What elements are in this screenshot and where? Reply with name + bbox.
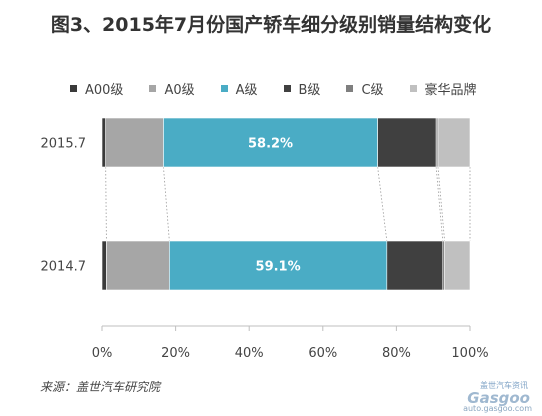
bar-segment bbox=[437, 117, 471, 168]
bar-segment bbox=[163, 117, 378, 168]
legend-item: B级 bbox=[283, 79, 321, 98]
data-label: 59.1% bbox=[256, 260, 301, 275]
source-note: 来源：盖世汽车研究院 bbox=[40, 380, 161, 394]
x-tick-label: 60% bbox=[308, 346, 337, 361]
series-connector-line bbox=[163, 166, 170, 242]
bar-segment bbox=[106, 240, 170, 291]
legend-label: 豪华品牌 bbox=[424, 82, 477, 98]
x-tick-label: 80% bbox=[382, 346, 411, 361]
watermark-url: auto.gasgoo.com bbox=[463, 404, 532, 413]
legend-swatch bbox=[283, 84, 291, 92]
bar-segment bbox=[169, 240, 388, 291]
legend-swatch bbox=[70, 84, 77, 92]
legend-item: A0级 bbox=[149, 79, 195, 98]
x-tick-label: 20% bbox=[161, 346, 190, 361]
legend-label: A0级 bbox=[164, 82, 195, 98]
legend-swatch bbox=[346, 84, 354, 92]
legend-swatch bbox=[220, 84, 228, 92]
legend-swatch bbox=[149, 84, 157, 92]
bar-segment bbox=[101, 240, 107, 291]
x-tick-label: 100% bbox=[451, 346, 488, 361]
legend-swatch bbox=[409, 84, 417, 92]
legend-item: A级 bbox=[220, 79, 258, 98]
chart-legend: A00级 A0级 A级 B级 C级 豪华品牌 bbox=[70, 79, 503, 98]
data-label: 58.2% bbox=[248, 137, 293, 152]
bar-segment bbox=[105, 117, 164, 168]
bar-segment bbox=[377, 117, 437, 168]
category-label: 2015.7 bbox=[41, 137, 87, 152]
x-tick-label: 40% bbox=[235, 346, 264, 361]
series-connector-line bbox=[105, 166, 107, 242]
gasgoo-watermark: 盖世汽车资讯 Gasgoo auto.gasgoo.com bbox=[436, 380, 536, 413]
bar-segment bbox=[101, 117, 106, 168]
category-label: 2014.7 bbox=[41, 260, 87, 275]
chart-title: 图3、2015年7月份国产轿车细分级别销量结构变化 bbox=[50, 14, 492, 36]
legend-label: C级 bbox=[361, 82, 384, 98]
legend-label: A级 bbox=[235, 82, 258, 98]
legend-item: 豪华品牌 bbox=[409, 79, 477, 98]
series-connector-line bbox=[437, 166, 446, 242]
series-connector-line bbox=[377, 166, 388, 242]
legend-label: B级 bbox=[298, 82, 321, 98]
watermark-logo: Gasgoo bbox=[467, 389, 530, 407]
legend-label: A00级 bbox=[85, 82, 124, 98]
series-connector-line bbox=[435, 166, 444, 242]
watermark-cn: 盖世汽车资讯 bbox=[480, 381, 528, 390]
bar-segment bbox=[386, 240, 444, 291]
bar-segment bbox=[444, 240, 471, 291]
legend-item: C级 bbox=[346, 79, 384, 98]
legend-item: A00级 bbox=[70, 79, 123, 98]
x-tick-label: 0% bbox=[92, 346, 113, 361]
